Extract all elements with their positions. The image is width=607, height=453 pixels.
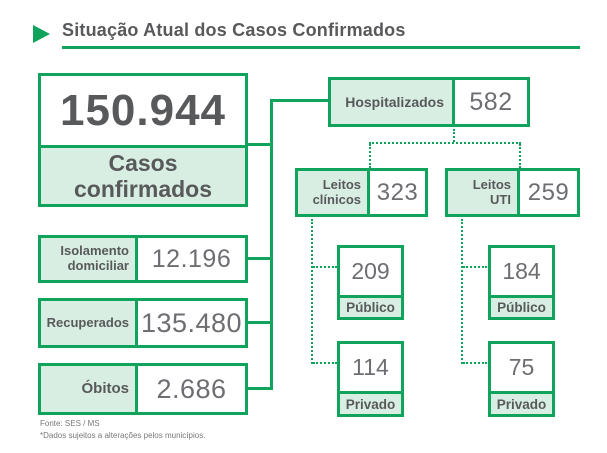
hospitalized-value: 582 — [469, 87, 513, 116]
icu-public-box: 184 Público — [488, 245, 555, 320]
home-isolation-value: 12.196 — [151, 244, 232, 273]
icu-private-label: Privado — [491, 391, 552, 414]
clinical-beds-value: 323 — [376, 178, 419, 206]
confirmed-cases-label: Casos confirmados — [41, 145, 245, 204]
clinical-beds-box: Leitos clínicos 323 — [295, 168, 428, 217]
deaths-label: Óbitos — [41, 366, 138, 412]
confirmed-cases-box: 150.944 Casos confirmados — [38, 73, 248, 207]
page-title: Situação Atual dos Casos Confirmados — [62, 20, 406, 40]
clinical-beds-label: Leitos clínicos — [298, 171, 370, 214]
dotted-icu-public-stub — [463, 266, 487, 268]
clinical-private-box: 114 Privado — [337, 341, 404, 417]
home-isolation-box: Isolamento domiciliar 12.196 — [38, 235, 248, 283]
home-isolation-label: Isolamento domiciliar — [41, 238, 138, 280]
clinical-public-label: Público — [340, 295, 401, 317]
connector-main-to-spine — [248, 143, 270, 146]
clinical-private-label: Privado — [340, 391, 401, 414]
clinical-public-value: 209 — [351, 258, 390, 284]
connector-deaths — [248, 387, 270, 390]
dotted-clinical-private-stub — [313, 362, 337, 364]
connector-recovered — [248, 321, 270, 324]
deaths-box: Óbitos 2.686 — [38, 363, 248, 415]
connector-spine-to-hospitalized — [273, 99, 328, 102]
confirmed-cases-value: 150.944 — [59, 85, 227, 135]
recovered-value: 135.480 — [140, 307, 243, 338]
title-arrow-icon — [33, 25, 50, 43]
dotted-clinical-spine — [311, 219, 313, 364]
icu-public-value: 184 — [502, 258, 541, 284]
recovered-label: Recuperados — [41, 301, 138, 345]
icu-private-box: 75 Privado — [488, 341, 555, 417]
footer-source: Fonte: SES / MS — [40, 419, 100, 428]
dotted-icu-spine — [461, 219, 463, 364]
dotted-branch-horizontal — [369, 142, 521, 144]
hospitalized-box: Hospitalizados 582 — [328, 77, 530, 127]
clinical-private-value: 114 — [352, 354, 389, 380]
connector-spine — [270, 99, 273, 390]
clinical-public-box: 209 Público — [337, 245, 404, 320]
icu-public-label: Público — [491, 295, 552, 317]
deaths-value: 2.686 — [156, 373, 227, 404]
icu-private-value: 75 — [508, 354, 535, 380]
dotted-icu-private-stub — [463, 362, 487, 364]
dotted-drop-clinical — [369, 144, 371, 168]
icu-beds-label: Leitos UTI — [448, 171, 520, 214]
title-underline — [62, 46, 580, 49]
hospitalized-label: Hospitalizados — [331, 80, 455, 124]
recovered-box: Recuperados 135.480 — [38, 298, 248, 348]
icu-beds-box: Leitos UTI 259 — [445, 168, 580, 217]
connector-isolation — [248, 257, 270, 260]
dotted-hospitalized-down — [453, 129, 455, 142]
dotted-drop-icu — [519, 144, 521, 168]
icu-beds-value: 259 — [527, 178, 570, 206]
dotted-clinical-public-stub — [313, 266, 337, 268]
footer-note: *Dados sujeitos a alterações pelos munic… — [40, 431, 206, 440]
